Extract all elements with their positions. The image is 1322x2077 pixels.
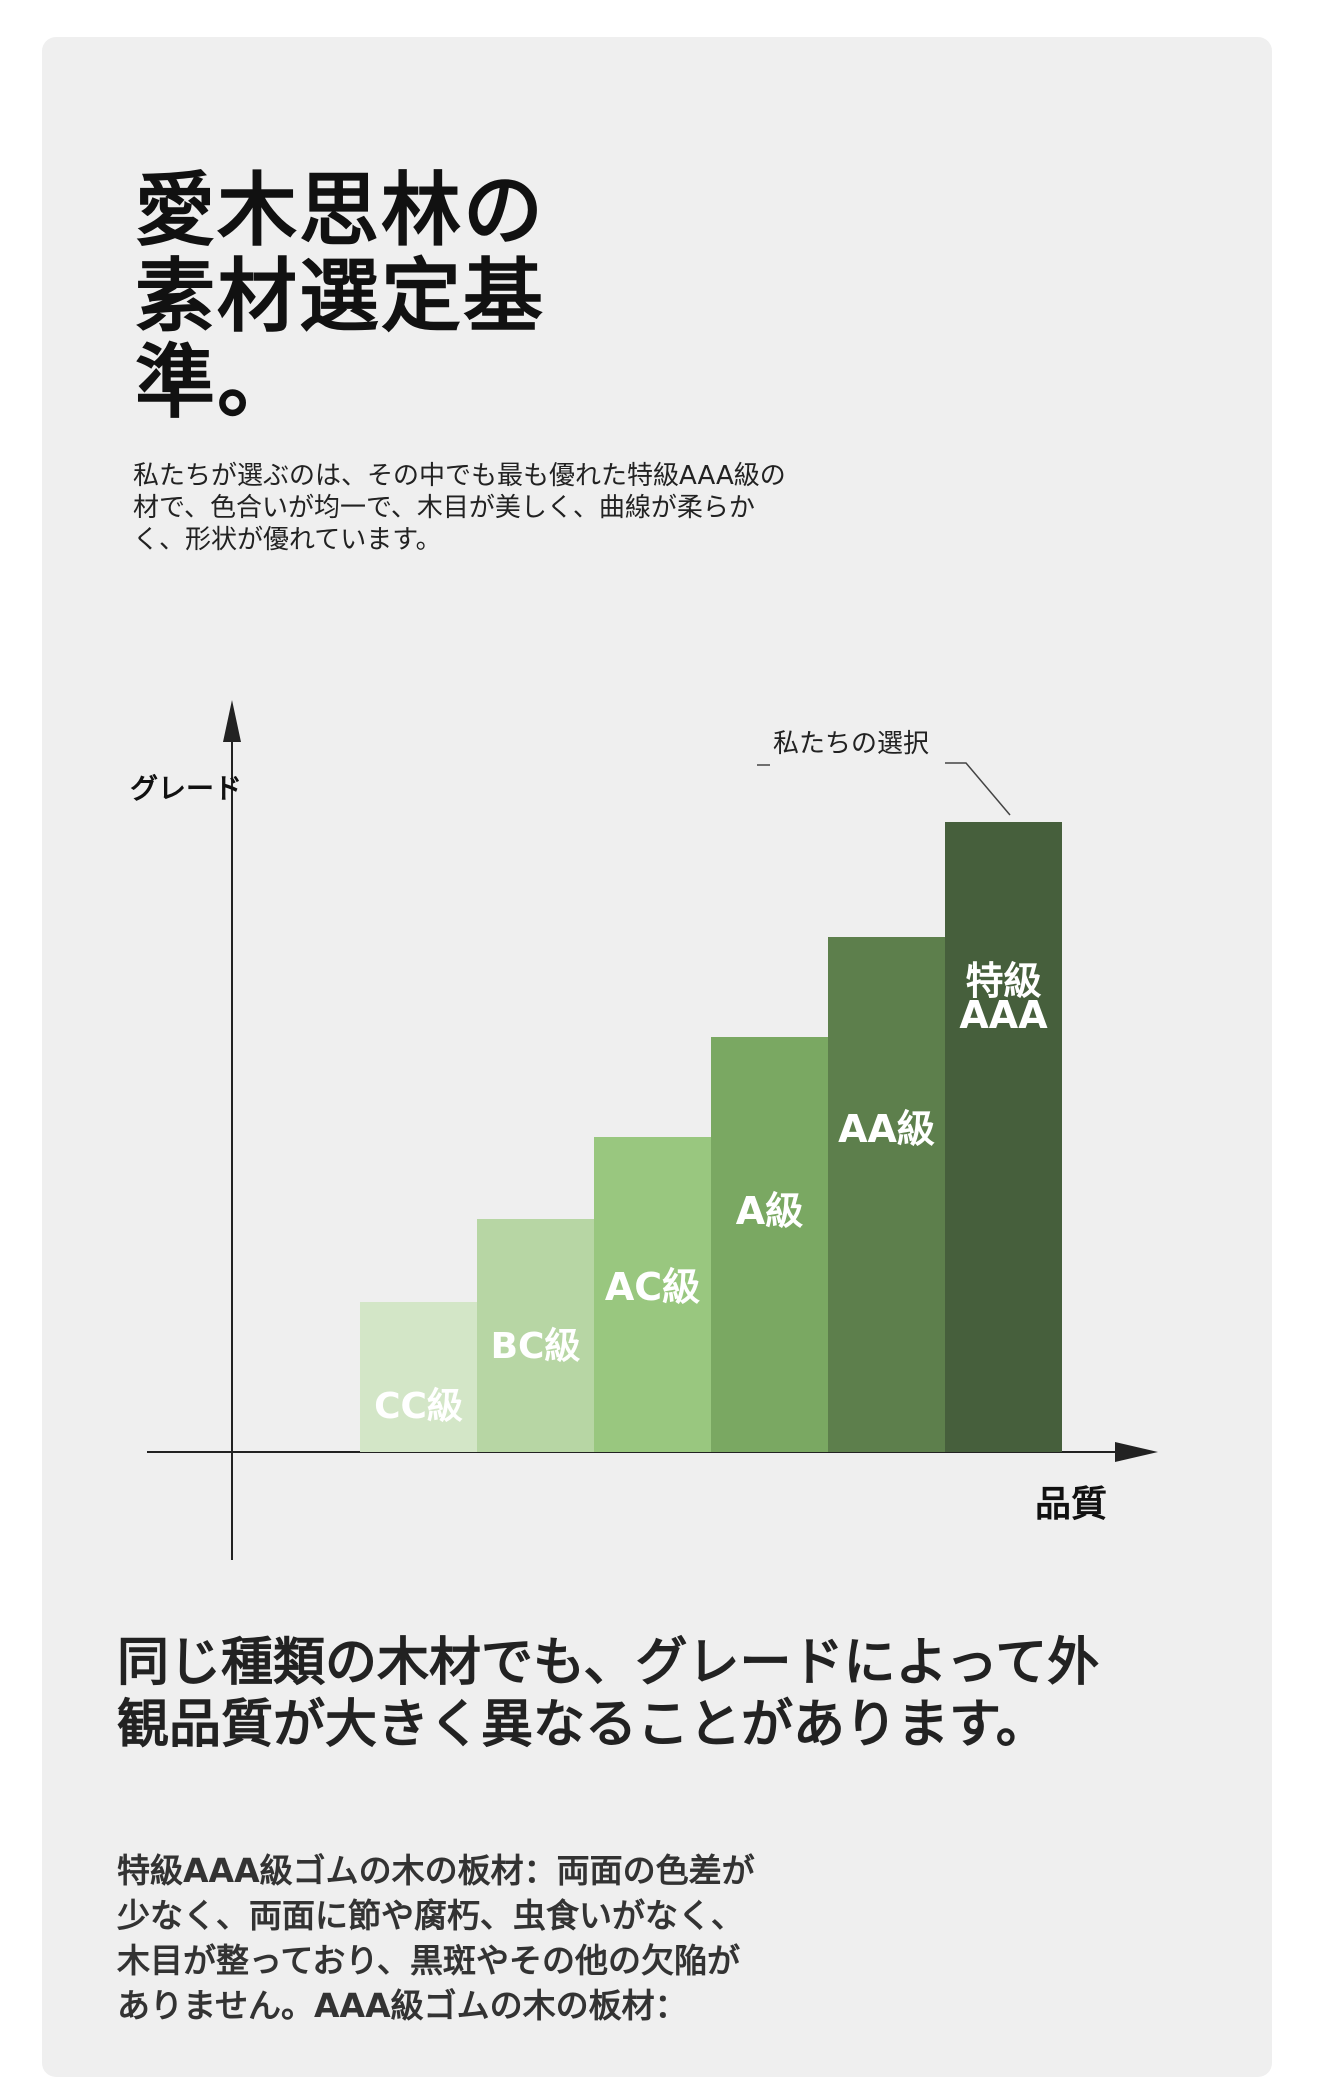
bar-6: [945, 822, 1062, 1452]
bar-4: [711, 1037, 828, 1452]
chart-annotation: 私たちの選択: [773, 729, 929, 759]
bar-1: [360, 1302, 477, 1452]
content-card: [42, 37, 1272, 2077]
y-axis-arrow: [223, 700, 241, 742]
bar-3: [594, 1137, 711, 1452]
grade-chart: グレード品質 CC級 BC級 AC級 A級 AA級 特級 AAA 私たちの選択: [130, 690, 1190, 1560]
bar-label-1: CC級: [374, 1386, 463, 1427]
x-axis-label: 品質: [1035, 1484, 1107, 1525]
x-axis-arrow: [1115, 1442, 1158, 1462]
bar-label-6-line-1: 特級: [965, 959, 1041, 1003]
annotation-leader: [945, 762, 1011, 816]
intro-paragraph: 私たちが選ぶのは、その中でも最も優れた特級AAA級の 材で、色合いが均一で、木目…: [133, 461, 786, 555]
page-title: 愛木思林の 素材選定基 準。: [135, 164, 545, 429]
bar-label-3: AC級: [605, 1265, 700, 1309]
section-body: 特級AAA級ゴムの木の板材：両面の色差が 少なく、両面に節や腐朽、虫食いがなく、…: [117, 1851, 755, 2025]
bar-label-6-line-2: AAA: [959, 993, 1048, 1037]
section-heading: 同じ種類の木材でも、グレードによって外 観品質が大きく異なることがあります。: [117, 1633, 1100, 1755]
bar-2: [477, 1219, 594, 1452]
bar-label-5: AA級: [838, 1107, 935, 1151]
bar-label-4: A級: [736, 1189, 803, 1233]
bar-5: [828, 937, 945, 1452]
y-axis-label: グレード: [130, 772, 242, 805]
bar-label-2: BC級: [491, 1326, 581, 1367]
